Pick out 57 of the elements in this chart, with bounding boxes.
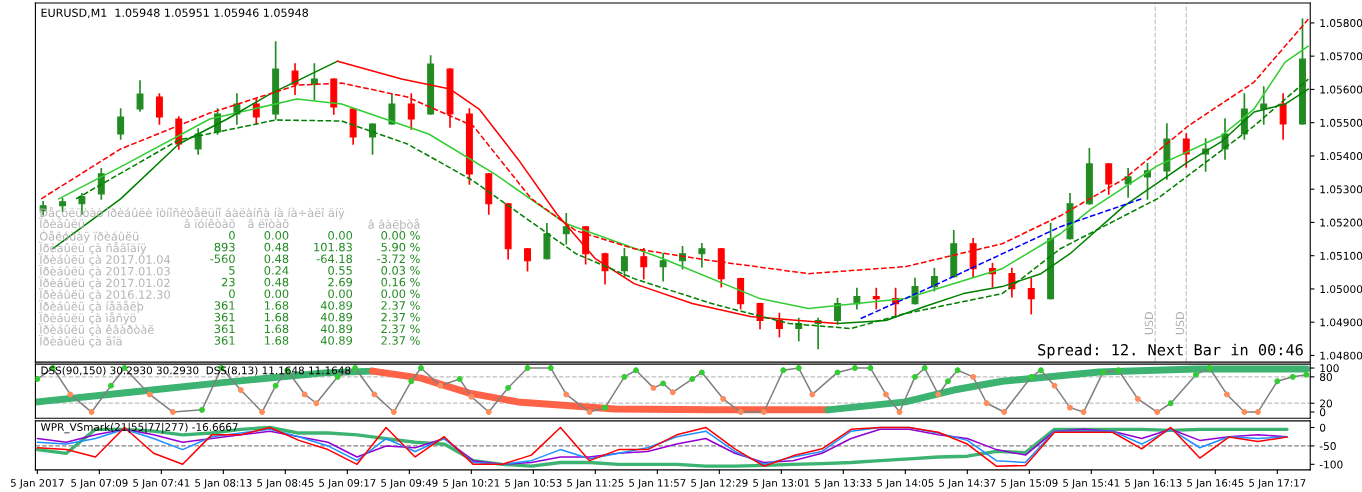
chart-title: EURUSD,M1 1.05948 1.05951 1.05946 1.05948 bbox=[41, 8, 308, 19]
x-tick-label: 5 Jan 17:17 bbox=[1249, 479, 1306, 489]
y-tick-label: 1.05400 bbox=[1320, 152, 1362, 161]
y-tick-label: 1.04900 bbox=[1320, 318, 1362, 327]
ref-line-label: USD bbox=[1175, 312, 1185, 335]
annotation: WPR_VSmark(21|55|77|277) -16.6667 bbox=[40, 422, 238, 434]
y-tick-label: 80 bbox=[1319, 373, 1332, 381]
line-series bbox=[859, 198, 1143, 320]
x-tick-label: 5 Jan 07:09 bbox=[71, 479, 128, 489]
x-tick-label: 5 Jan 15:09 bbox=[1001, 479, 1058, 489]
y-tick-label: 1.05800 bbox=[1320, 19, 1362, 28]
x-tick-label: 5 Jan 09:49 bbox=[381, 479, 438, 489]
y-tick-label: 1.04800 bbox=[1320, 351, 1362, 360]
x-tick-label: 5 Jan 09:17 bbox=[319, 479, 376, 489]
text: Ïðèáûëü â ïóíêòàõ â ëîòàõ â âàëþòå bbox=[39, 217, 420, 231]
annotation: Spread: 12. Next Bar in 00:46 bbox=[1038, 343, 1303, 359]
ref-line-label: USD bbox=[1144, 312, 1154, 335]
y-tick-label: 100 bbox=[1320, 364, 1339, 373]
x-tick-label: 5 Jan 08:13 bbox=[195, 479, 252, 489]
text: Ïðèáûëü çà 2017.01.03 5 0.24 0.55 0.03 % bbox=[39, 264, 420, 278]
x-tick-label: 5 Jan 15:41 bbox=[1063, 479, 1120, 489]
x-tick-label: 5 Jan 13:33 bbox=[815, 479, 872, 489]
y-tick-label: 1.05600 bbox=[1320, 85, 1362, 94]
x-tick-label: 5 Jan 14:37 bbox=[939, 479, 996, 489]
x-tick-label: 5 Jan 10:21 bbox=[443, 479, 500, 489]
x-tick-label: 5 Jan 13:01 bbox=[753, 479, 810, 489]
text: Ïðèáûëü çà 2016.12.30 0 0.00 0.00 0.00 % bbox=[39, 288, 420, 301]
y-tick-label: 1.05200 bbox=[1320, 218, 1362, 227]
y-tick-label: 1.05700 bbox=[1320, 52, 1362, 61]
x-tick-label: 5 Jan 11:25 bbox=[567, 479, 624, 489]
y-tick-label: 20 bbox=[1320, 399, 1332, 408]
text: Ïðèáûëü çà íåäåëþ 361 1.68 40.89 2.37 % bbox=[39, 300, 420, 313]
text: Ïðèáûëü çà ãîä 361 1.68 40.89 2.37 % bbox=[39, 335, 420, 348]
x-tick-label: 5 Jan 14:05 bbox=[877, 479, 934, 489]
x-tick-label: 5 Jan 07:41 bbox=[133, 479, 190, 489]
x-tick-label: 5 Jan 08:45 bbox=[257, 479, 314, 489]
x-tick-label: 5 Jan 16:13 bbox=[1125, 479, 1182, 489]
y-tick-label: 1.05300 bbox=[1320, 185, 1362, 194]
y-tick-label: -100 bbox=[1319, 460, 1343, 469]
x-tick-label: 5 Jan 11:57 bbox=[629, 479, 686, 489]
candlestick bbox=[155, 93, 163, 125]
y-tick-label: 1.05000 bbox=[1320, 285, 1362, 294]
text: Ïðèáûëü çà êâàðòàë 361 1.68 40.89 2.37 % bbox=[39, 323, 420, 336]
text: Ïðèáûëü çà ìåñÿö 361 1.68 40.89 2.37 % bbox=[39, 311, 420, 325]
y-tick-label: 0 bbox=[1319, 423, 1326, 432]
candlestick bbox=[136, 80, 144, 112]
y-tick-label: 1.05100 bbox=[1320, 251, 1362, 260]
text: Ïðèáûëü çà 2017.01.04 -560 0.48 -64.18 -3.72 % bbox=[39, 253, 420, 266]
y-tick-label: 0 bbox=[1319, 408, 1326, 417]
candlestick bbox=[117, 108, 125, 140]
x-tick-label: 5 Jan 16:45 bbox=[1187, 479, 1244, 489]
x-tick-label: 5 Jan 2017 bbox=[10, 479, 64, 489]
y-tick-label: -50 bbox=[1319, 442, 1336, 451]
x-tick-label: 5 Jan 10:53 bbox=[505, 479, 562, 489]
text: Ïðèáûëü çà 2017.01.02 23 0.48 2.69 0.16 % bbox=[39, 276, 420, 290]
y-tick-label: 1.05500 bbox=[1320, 118, 1362, 127]
x-tick-label: 5 Jan 12:29 bbox=[691, 479, 748, 489]
